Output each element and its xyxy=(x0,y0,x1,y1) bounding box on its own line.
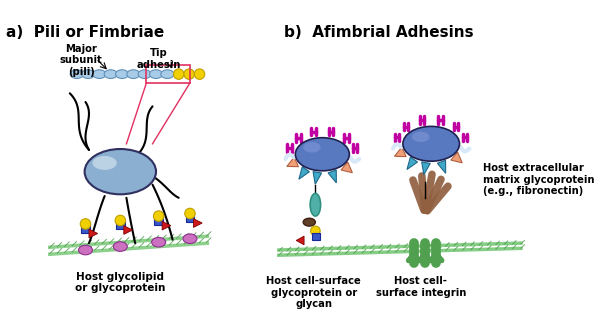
Ellipse shape xyxy=(403,126,460,161)
Ellipse shape xyxy=(127,70,140,78)
Polygon shape xyxy=(299,167,310,179)
Ellipse shape xyxy=(412,131,430,142)
Text: Host cell-surface
glycoprotein or
glycan: Host cell-surface glycoprotein or glycan xyxy=(266,276,361,309)
Polygon shape xyxy=(48,241,209,256)
Ellipse shape xyxy=(295,138,349,171)
Ellipse shape xyxy=(149,70,163,78)
Circle shape xyxy=(184,69,194,79)
Ellipse shape xyxy=(79,245,92,255)
Polygon shape xyxy=(407,157,418,169)
Bar xyxy=(154,216,163,225)
Ellipse shape xyxy=(303,218,316,226)
Ellipse shape xyxy=(138,70,151,78)
Ellipse shape xyxy=(70,70,83,78)
Circle shape xyxy=(173,69,184,79)
Text: Host cell-
surface integrin: Host cell- surface integrin xyxy=(376,276,466,298)
Polygon shape xyxy=(277,241,523,252)
Text: Major
subunit
(pili): Major subunit (pili) xyxy=(60,44,103,77)
Polygon shape xyxy=(89,229,98,238)
Polygon shape xyxy=(451,152,462,163)
Ellipse shape xyxy=(93,70,106,78)
Polygon shape xyxy=(296,236,304,245)
Text: Tip
adhesin: Tip adhesin xyxy=(136,48,181,70)
Polygon shape xyxy=(422,162,430,175)
Bar xyxy=(185,214,194,222)
Ellipse shape xyxy=(116,70,128,78)
Ellipse shape xyxy=(104,70,117,78)
Circle shape xyxy=(311,226,320,236)
Polygon shape xyxy=(277,247,523,257)
Polygon shape xyxy=(48,234,209,249)
Polygon shape xyxy=(162,221,171,230)
Ellipse shape xyxy=(92,156,117,170)
Circle shape xyxy=(194,69,205,79)
Bar xyxy=(146,65,190,83)
Bar xyxy=(116,220,125,229)
Polygon shape xyxy=(287,157,299,167)
Text: Host extracellular
matrix glycoprotein
(e.g., fibronectin): Host extracellular matrix glycoprotein (… xyxy=(484,163,595,196)
Circle shape xyxy=(80,219,91,229)
Bar xyxy=(312,232,320,240)
Text: Host glycolipid
or glycoprotein: Host glycolipid or glycoprotein xyxy=(75,272,166,293)
Bar xyxy=(81,224,90,232)
Text: b)  Afimbrial Adhesins: b) Afimbrial Adhesins xyxy=(284,26,474,40)
Polygon shape xyxy=(124,226,133,234)
Ellipse shape xyxy=(303,142,320,152)
Circle shape xyxy=(154,211,164,221)
Circle shape xyxy=(115,215,125,226)
Polygon shape xyxy=(437,160,446,173)
Polygon shape xyxy=(313,171,322,184)
Ellipse shape xyxy=(161,70,174,78)
Text: a)  Pili or Fimbriae: a) Pili or Fimbriae xyxy=(7,26,164,40)
Ellipse shape xyxy=(85,149,156,194)
Polygon shape xyxy=(395,147,406,157)
Polygon shape xyxy=(193,219,202,227)
Polygon shape xyxy=(328,170,337,183)
Ellipse shape xyxy=(113,242,127,251)
Ellipse shape xyxy=(183,234,197,244)
Ellipse shape xyxy=(310,194,320,216)
Polygon shape xyxy=(341,162,352,173)
Ellipse shape xyxy=(82,70,95,78)
Circle shape xyxy=(185,208,195,219)
Ellipse shape xyxy=(152,237,166,247)
